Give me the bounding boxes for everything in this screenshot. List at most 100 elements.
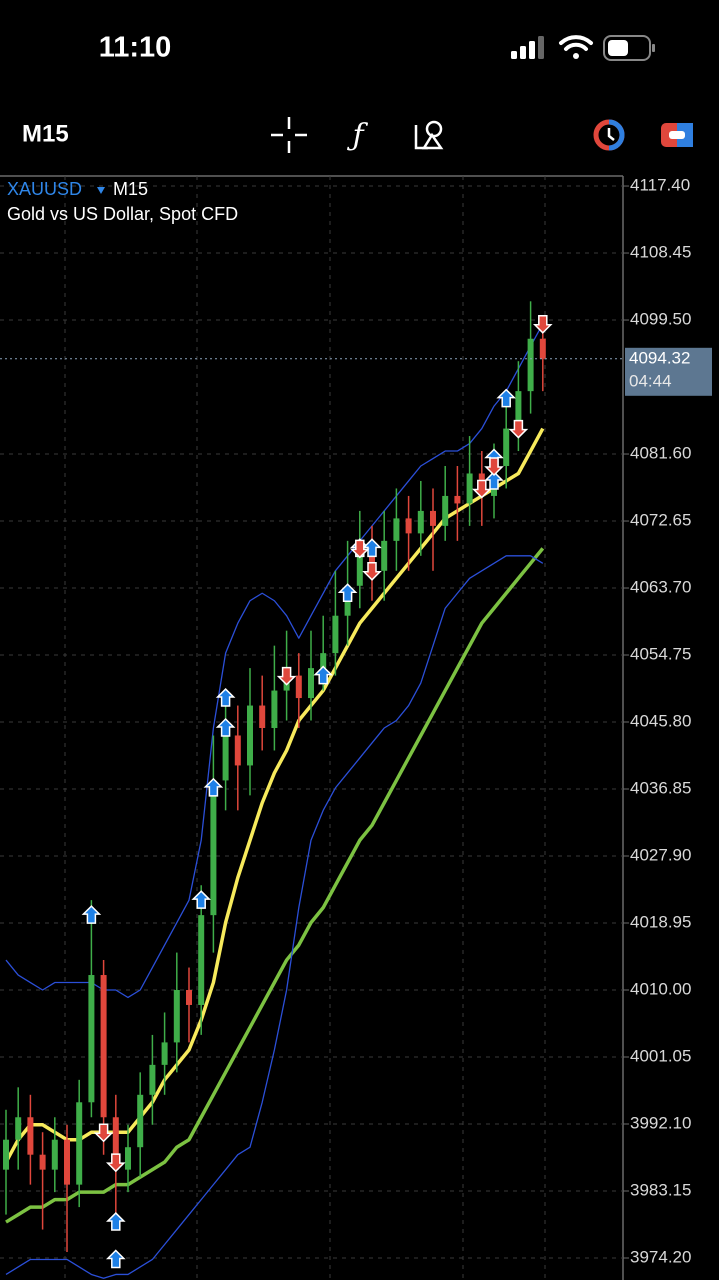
candle-body [259,705,266,728]
candle-body [125,1147,131,1170]
y-tick-label: 3974.20 [630,1247,691,1266]
sell-marker [471,479,492,499]
wifi-icon [559,35,593,59]
buy-marker [105,1211,126,1231]
sell-marker [105,1153,126,1173]
buy-marker [496,388,517,408]
candle-body [454,495,461,504]
y-tick-label: 4045.80 [630,711,691,730]
sell-marker [484,457,504,477]
timeframe-button[interactable]: M15 [22,120,69,147]
sell-marker [93,1123,114,1143]
y-tick-label: 4054.75 [630,644,691,663]
y-tick-label: 3983.15 [630,1180,691,1199]
buy-marker [362,538,382,558]
y-tick-label: 4117.40 [630,176,690,195]
indicator-line [4,427,545,1164]
sell-marker [362,562,382,581]
y-tick-label: 4036.85 [630,778,691,797]
y-tick-label: 4072.65 [630,511,691,530]
buy-marker [81,905,102,924]
current-price-label: 4094.32 [629,348,690,367]
candle-body [27,1117,34,1155]
objects-button[interactable] [414,120,444,150]
signal-icon [511,36,544,59]
indicator-line [5,555,544,1279]
candle-body [271,690,278,728]
candle-body [222,735,229,781]
y-tick-label: 3992.10 [630,1113,691,1132]
candle-body [247,705,253,766]
candle-body [15,1117,22,1140]
candle-body [39,1154,46,1170]
symbol[interactable]: XAUUSD [7,179,82,199]
crosshair-button[interactable] [271,117,307,153]
candle-body [173,990,180,1043]
candle-body [405,518,412,534]
candle-body [356,555,363,586]
candle-body [381,540,388,571]
candle-body [100,975,107,1118]
y-tick-label: 4027.90 [630,845,691,864]
chart-timeframe: M15 [113,179,148,199]
buy-marker [105,1249,126,1269]
symbol-dropdown[interactable] [97,187,105,194]
bar-countdown: 04:44 [629,371,672,390]
y-tick-label: 4018.95 [630,912,691,931]
buy-marker [337,583,358,603]
trade-history-button[interactable] [593,119,625,151]
buy-marker [215,717,236,737]
candle-body [393,518,400,541]
symbol-description: Gold vs US Dollar, Spot CFD [7,204,238,224]
candle-body [186,990,192,1005]
y-tick-label: 4010.00 [630,979,691,998]
candle-body [539,338,546,359]
candle-body [112,1117,119,1170]
sell-marker [508,419,529,439]
trade-button[interactable] [661,123,693,147]
sell-marker [349,539,370,559]
candle-body [503,428,510,466]
candle-body [332,615,339,654]
vertical-grid [64,176,546,1280]
buy-marker [191,890,212,909]
y-tick-label: 4063.70 [630,578,691,597]
indicator-line [5,323,544,999]
sell-marker [276,666,297,686]
y-tick-label: 4001.05 [630,1046,691,1065]
candle-body [198,915,205,1005]
price-axis: 4117.40 4108.45 4099.50 4081.60 4072.65 4063.… [0,176,712,1266]
buy-marker [313,665,334,685]
battery-icon [603,35,655,61]
candle-body [320,653,327,669]
indicators-button[interactable]: ƒ [346,118,368,153]
trade-markers [81,315,553,1269]
candle-body [3,1139,9,1170]
candle-body [234,735,241,766]
candle-body [210,780,217,916]
y-tick-label: 4108.45 [630,243,691,262]
candle-body [149,1064,156,1095]
candle-body [137,1094,144,1148]
candle-body [88,975,95,1103]
indicator-line [5,547,545,1224]
buy-marker [215,687,236,707]
candle-body [161,1042,168,1065]
candle-body [430,510,436,526]
candle-body [442,495,449,526]
candle-body [64,1139,70,1185]
candle-body [51,1139,58,1170]
current-price-box [625,347,712,396]
sell-marker [532,315,553,334]
candle-body [295,675,302,699]
chart [0,175,624,1280]
candle-body [308,668,314,699]
candle-body [466,473,473,504]
indicators [4,323,545,1279]
candle-body [76,1102,83,1185]
candle-body [515,391,522,429]
clock: 11:10 [99,32,172,64]
